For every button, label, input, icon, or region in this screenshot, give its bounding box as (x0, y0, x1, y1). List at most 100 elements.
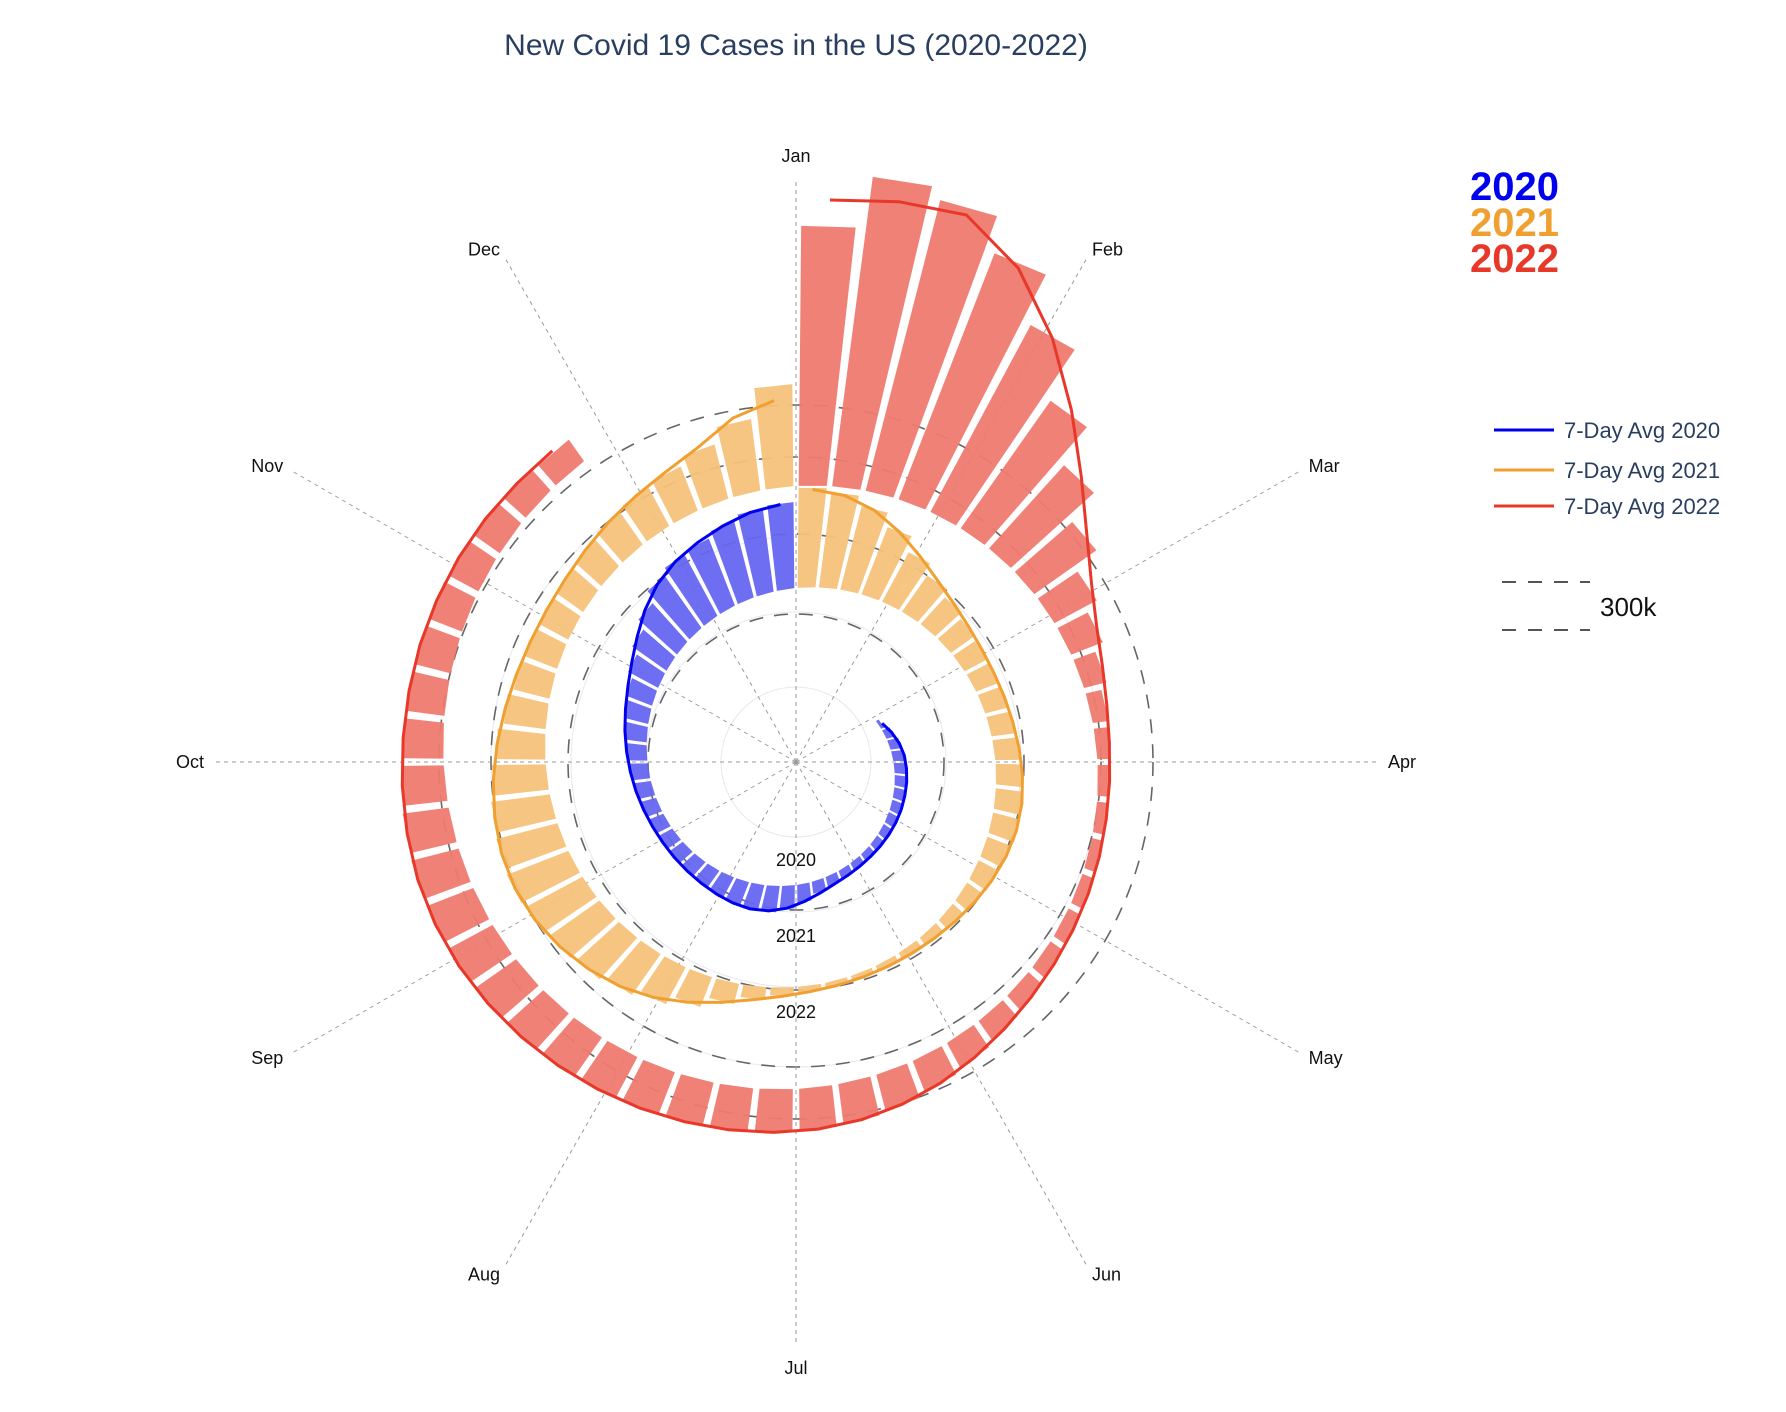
bar-2021-week-33 (577, 921, 638, 980)
year-badge-2022: 2022 (1470, 237, 1559, 281)
bar-2021-week-22 (898, 940, 921, 960)
bar-2020-week-26 (797, 882, 812, 903)
bar-2021-week-2 (818, 492, 859, 589)
month-label-sep: Sep (251, 1048, 283, 1068)
bar-2022-week-44 (449, 540, 496, 592)
bar-2020-week-16 (892, 787, 906, 802)
bar-2022-week-27 (754, 1088, 793, 1133)
bar-2020-week-51 (737, 508, 774, 597)
year-badges: 2020 2021 2022 (1470, 165, 1559, 281)
bar-2021-week-15 (993, 788, 1024, 816)
month-label-mar: Mar (1309, 456, 1340, 476)
bar-2020-week-50 (710, 521, 754, 605)
bar-2022-week-12 (1085, 689, 1109, 724)
bar-2021-week-10 (966, 663, 999, 692)
bar-2022-week-4 (898, 253, 1046, 510)
bar-2022-week-29 (665, 1074, 714, 1127)
month-label-feb: Feb (1092, 239, 1123, 259)
bar-2021-week-20 (938, 903, 963, 930)
bar-2022-week-5 (930, 325, 1075, 526)
bar-2020-week-48 (664, 554, 718, 626)
bar-2021-week-8 (937, 619, 976, 653)
bar-2021-week-17 (980, 836, 1010, 868)
bar-2022-week-37 (411, 848, 471, 899)
bar-2022-week-11 (1073, 651, 1107, 689)
bar-2021-week-42 (513, 660, 556, 699)
bar-2021-week-16 (988, 812, 1020, 843)
axis-labels: Jan Feb Mar Apr May Jun Jul Aug Sep Oct Nov Dec 2020… (176, 146, 1416, 1378)
ring-label-2022: 2022 (776, 1002, 816, 1022)
bar-2020-week-52 (767, 502, 795, 591)
bar-2020-week-35 (658, 828, 681, 849)
bar-2022-week-3 (865, 200, 998, 498)
legend-label-2020: 7-Day Avg 2020 (1564, 418, 1720, 443)
bar-2021-week-21 (919, 923, 943, 946)
bar-2021-week-44 (540, 598, 581, 640)
bar-2021-week-27 (769, 987, 794, 996)
bar-2021-week-52 (754, 384, 794, 490)
bar-2022-week-36 (426, 887, 490, 943)
bar-2020-week-40 (626, 743, 648, 761)
bar-2020-week-49 (687, 538, 735, 614)
bar-2022-week-31 (581, 1040, 638, 1099)
month-label-oct: Oct (176, 752, 204, 772)
bar-2021-week-1 (797, 487, 827, 588)
bar-2022-week-39 (401, 765, 448, 806)
bar-2021-week-18 (969, 860, 998, 891)
bar-2020-week-20 (870, 835, 884, 851)
avg-line-2021 (491, 399, 1024, 1004)
bar-2020-week-28 (760, 885, 780, 913)
bar-2020-week-14 (893, 762, 908, 775)
bar-2022-week-9 (1037, 571, 1097, 624)
month-spoke-mar (795, 471, 1299, 763)
bar-2021-week-28 (740, 984, 767, 1000)
bar-2020-week-11 (882, 727, 895, 739)
legend-item-2020[interactable]: 7-Day Avg 2020 (1494, 418, 1720, 443)
bar-2020-week-44 (628, 654, 665, 688)
avg-line-2020 (623, 503, 909, 913)
bar-2021-week-35 (525, 876, 597, 933)
bar-2021-week-14 (995, 763, 1023, 788)
bar-2021-week-47 (596, 512, 643, 563)
bar-2021-week-9 (953, 641, 988, 672)
month-label-nov: Nov (251, 456, 283, 476)
bar-2022-week-13 (1093, 727, 1111, 760)
legend-item-reference[interactable]: 300k (1502, 581, 1657, 631)
bar-2022-week-24 (876, 1063, 920, 1111)
bar-2021-week-38 (491, 794, 556, 833)
chart-title: New Covid 19 Cases in the US (2020-2022) (504, 29, 1088, 62)
bar-2021-week-45 (556, 569, 599, 612)
legend-item-2021[interactable]: 7-Day Avg 2021 (1494, 458, 1720, 483)
bar-2022-week-2 (832, 176, 933, 490)
bar-2021-week-37 (496, 823, 567, 869)
bar-2020-week-15 (894, 774, 907, 789)
bar-2022-week-32 (542, 1017, 602, 1077)
bar-2020-week-41 (624, 721, 648, 743)
month-label-dec: Dec (468, 239, 500, 259)
ring-label-2021: 2021 (776, 926, 816, 946)
bar-2021-week-26 (798, 983, 822, 993)
bar-2021-week-6 (901, 575, 947, 622)
bar-2022-week-20 (1007, 972, 1042, 1010)
bar-2022-week-28 (709, 1083, 754, 1132)
bar-2022-week-8 (1014, 522, 1097, 595)
month-spoke-jun (795, 761, 1087, 1265)
bar-2020-week-22 (850, 855, 864, 871)
bar-2021-week-32 (608, 940, 661, 995)
bar-2022-week-26 (799, 1085, 837, 1131)
bar-2022-week-18 (1053, 908, 1081, 944)
month-label-apr: Apr (1388, 752, 1416, 772)
bar-2022-week-46 (503, 468, 551, 518)
bar-2020-week-43 (625, 677, 658, 706)
bar-2021-week-29 (709, 978, 740, 1005)
bar-2021-week-7 (920, 597, 962, 637)
month-label-may: May (1309, 1048, 1343, 1068)
bar-2020-week-30 (725, 878, 750, 906)
month-label-jun: Jun (1092, 1265, 1121, 1285)
legend-item-2022[interactable]: 7-Day Avg 2022 (1494, 494, 1720, 519)
bar-2021-week-51 (716, 419, 761, 498)
bar-2021-week-50 (683, 444, 729, 509)
bar-2020-week-45 (632, 629, 676, 671)
month-spoke-may (795, 761, 1299, 1053)
